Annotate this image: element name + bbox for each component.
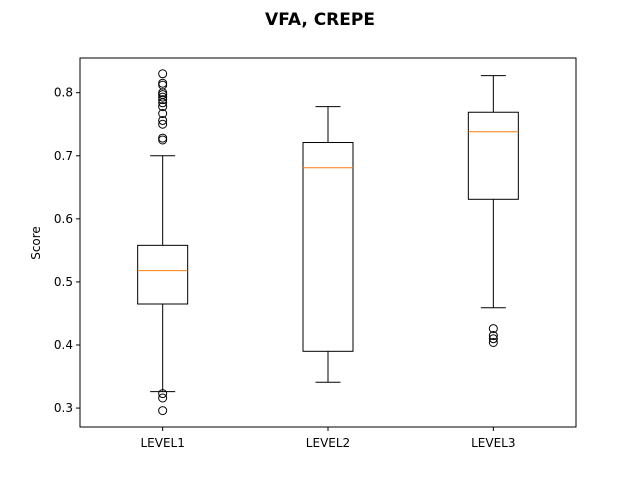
box-level3 xyxy=(467,75,519,347)
outlier-point xyxy=(158,109,168,119)
outlier-point xyxy=(158,92,168,102)
y-tick-label: 0.7 xyxy=(54,149,73,163)
y-tick-label: 0.8 xyxy=(54,86,73,100)
y-tick-label: 0.5 xyxy=(54,275,73,289)
x-tick-label: LEVEL1 xyxy=(140,436,184,450)
plot-area: 0.3 0.4 0.5 0.6 0.7 0.8 LEVEL1 LEVEL2 LEVEL3 xyxy=(54,69,519,450)
outlier-point xyxy=(158,135,168,145)
outlier-point xyxy=(488,334,498,344)
outlier-point xyxy=(158,80,168,90)
outlier-point xyxy=(158,119,168,129)
outlier-point xyxy=(158,78,168,88)
y-tick-label: 0.4 xyxy=(54,338,73,352)
axes-frame xyxy=(79,57,577,428)
iqr-box xyxy=(302,142,354,352)
outlier-point xyxy=(488,324,498,334)
box-level1 xyxy=(137,69,189,416)
outlier-point xyxy=(158,95,168,105)
iqr-box xyxy=(137,244,189,305)
outlier-point xyxy=(158,133,168,143)
y-tick-label: 0.6 xyxy=(54,212,73,226)
box-level2 xyxy=(302,106,354,383)
outlier-point xyxy=(488,331,498,341)
outlier-point xyxy=(158,115,168,125)
x-tick-label: LEVEL2 xyxy=(306,436,350,450)
y-axis-label: Score xyxy=(29,226,43,260)
outlier-point xyxy=(158,69,168,79)
x-tick-label: LEVEL3 xyxy=(471,436,515,450)
outlier-point xyxy=(158,102,168,112)
iqr-box xyxy=(467,111,519,200)
outlier-point xyxy=(158,389,168,399)
outlier-point xyxy=(488,337,498,347)
outlier-point xyxy=(158,393,168,403)
outlier-point xyxy=(158,406,168,416)
outlier-point xyxy=(158,98,168,108)
chart-title: VFA, CREPE xyxy=(265,10,375,30)
y-tick-label: 0.3 xyxy=(54,401,73,415)
